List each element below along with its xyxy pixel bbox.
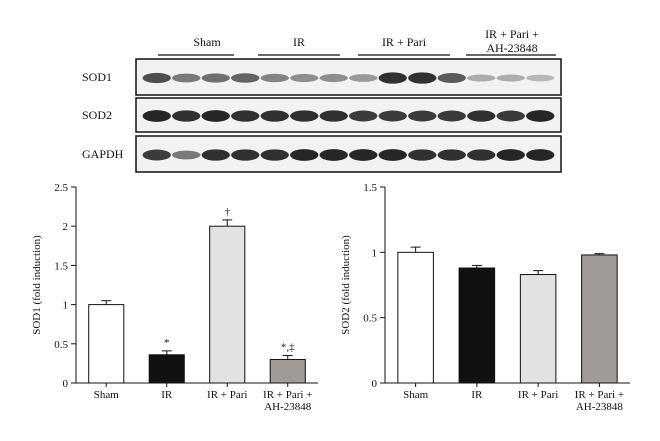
blot-band xyxy=(378,110,407,122)
x-tick-label: Sham xyxy=(94,389,120,401)
blot-band xyxy=(496,149,525,161)
bar xyxy=(209,225,246,384)
y-tick-label: 0 xyxy=(63,378,69,390)
blot-band xyxy=(408,72,437,84)
blot-band xyxy=(526,74,555,82)
x-tick-label: IR + Pari + xyxy=(263,389,312,401)
y-tick-label: 2.5 xyxy=(54,182,68,194)
bar xyxy=(581,254,618,384)
significance-label: *,‡ xyxy=(281,342,295,354)
blot-band xyxy=(319,149,348,161)
blot-band xyxy=(231,110,260,122)
blot-band xyxy=(408,149,437,161)
blot-band xyxy=(378,72,407,84)
significance-label: * xyxy=(164,337,170,349)
blot-band xyxy=(319,73,348,83)
blot-band xyxy=(201,110,230,122)
y-tick-label: 0.5 xyxy=(54,339,68,351)
blot-band xyxy=(496,110,525,122)
y-axis-label: SOD2 (fold induction) xyxy=(340,235,352,335)
y-axis-label: SOD1 (fold induction) xyxy=(31,235,43,335)
bar xyxy=(519,274,557,384)
y-tick-label: 1 xyxy=(63,300,69,312)
blot-band xyxy=(526,110,555,122)
significance-label: † xyxy=(225,206,231,218)
blot-band xyxy=(349,149,378,161)
blot-band xyxy=(319,110,348,122)
blot-band xyxy=(231,73,260,83)
blot-group-label-ir-pari-ah-line1: IR + Pari + xyxy=(485,27,539,41)
blot-band xyxy=(231,149,260,161)
blot-band xyxy=(496,74,525,82)
blot-band xyxy=(172,150,201,160)
x-tick-label: IR + Pari xyxy=(518,389,558,401)
blot-group-label-ir: IR xyxy=(293,35,305,49)
y-tick-label: 1.5 xyxy=(54,260,68,272)
blot-band xyxy=(467,149,496,161)
bar xyxy=(148,354,185,384)
blot-band xyxy=(260,110,289,122)
blot-group-label-sham: Sham xyxy=(193,35,221,49)
y-tick-label: 1.5 xyxy=(363,182,377,194)
x-tick-label: IR xyxy=(471,389,483,401)
blot-protein-label-sod2: SOD2 xyxy=(82,108,112,122)
blot-band xyxy=(437,110,466,122)
blot-band xyxy=(201,73,230,83)
x-tick-label: IR + Pari xyxy=(207,389,247,401)
blot-band xyxy=(142,149,171,161)
blot-band xyxy=(172,110,201,122)
blot-band xyxy=(408,110,437,122)
blot-band xyxy=(467,74,496,82)
x-tick-label: AH-23848 xyxy=(576,401,624,413)
blot-group-label-ir-pari-ah-line2: AH-23848 xyxy=(486,41,537,55)
bar xyxy=(397,251,434,384)
blot-band xyxy=(290,149,319,161)
bar xyxy=(269,358,306,384)
bar xyxy=(88,304,125,384)
x-tick-label: IR + Pari + xyxy=(575,389,624,401)
blot-band xyxy=(349,74,378,82)
blot-group-label-ir-pari: IR + Pari xyxy=(382,35,427,49)
blot-band xyxy=(526,149,555,161)
blot-band xyxy=(467,110,496,122)
bar xyxy=(458,267,496,384)
blot-band xyxy=(349,110,378,122)
x-tick-label: Sham xyxy=(403,389,429,401)
blot-band xyxy=(142,72,171,84)
blot-band xyxy=(201,149,230,161)
x-tick-label: AH-23848 xyxy=(264,401,312,413)
x-tick-label: IR xyxy=(161,389,173,401)
blot-band xyxy=(172,73,201,83)
y-tick-label: 1 xyxy=(372,247,378,259)
blot-band xyxy=(290,110,319,122)
blot-protein-label-sod1: SOD1 xyxy=(82,70,112,84)
blot-band xyxy=(290,73,319,83)
blot-band xyxy=(437,149,466,161)
blot-band xyxy=(260,149,289,161)
blot-band xyxy=(260,73,289,83)
blot-protein-label-gapdh: GAPDH xyxy=(82,147,124,161)
y-tick-label: 0.5 xyxy=(363,313,377,325)
y-tick-label: 0 xyxy=(372,378,378,390)
blot-band xyxy=(437,73,466,83)
blot-band xyxy=(142,110,171,122)
blot-band xyxy=(378,149,407,161)
y-tick-label: 2 xyxy=(63,221,69,233)
